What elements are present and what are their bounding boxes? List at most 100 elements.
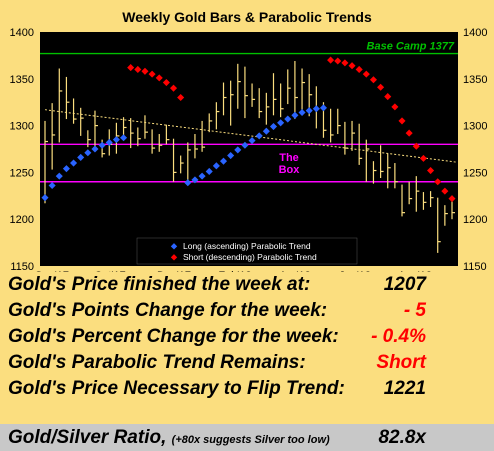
long-dot [98,141,106,149]
long-dot [255,132,263,140]
base-camp-label: Base Camp 1377 [367,41,455,53]
short-dot [141,67,149,75]
long-dot [112,136,120,144]
stat-value: 1221 [383,378,426,399]
ratio-label-text: Gold/Silver Ratio, [8,427,167,448]
short-dot [327,56,335,64]
y-tick-label-left: 1150 [10,261,34,272]
long-dot [227,152,235,160]
stat-row-trend: Gold's Parabolic Trend Remains: Short [0,352,494,378]
chart-panel: Weekly Gold Bars & Parabolic Trends 1150 1… [9,9,488,272]
long-dot [184,179,192,187]
y-tick-label-right: 1150 [463,261,487,272]
short-dot [341,59,349,67]
stat-value: Short [376,352,426,373]
y-tick-label-right: 1300 [463,121,487,133]
long-dot [205,167,213,175]
short-dot [441,187,449,195]
y-tick-label-left: 1200 [10,214,34,226]
long-dot [241,141,249,149]
long-dot [77,153,85,161]
y-tick-label-right: 1200 [463,214,487,226]
downtrend-line [44,109,457,163]
stat-label: Gold's Price finished the week at: [8,274,311,295]
x-tick-label: Jun'18 [339,270,371,272]
short-dot [405,129,413,137]
y-tick-label-right: 1350 [463,74,487,86]
stat-label: Gold's Price Necessary to Flip Trend: [8,378,345,399]
short-dot [127,64,135,72]
gold-chart: Weekly Gold Bars & Parabolic Trends 1150 1… [10,9,488,272]
legend-long-marker [170,243,178,250]
short-dot [155,74,163,82]
long-dot [298,108,306,117]
box-label-line2: Box [279,164,301,176]
short-dot [412,142,420,150]
long-dot [219,157,228,165]
ratio-label: Gold/Silver Ratio, (+80x suggests Silver… [8,427,330,449]
long-dot [305,107,313,115]
long-dot [262,127,270,135]
short-dot [398,117,406,125]
stat-row-points-change: Gold's Points Change for the week: - 5 [0,300,494,326]
short-dot [384,93,392,101]
stat-value: - 5 [403,300,426,321]
y-tick-label-left: 1250 [10,167,34,179]
long-dot [41,194,49,202]
ratio-note: (+80x suggests Silver too low) [171,434,330,446]
long-dot [84,149,92,157]
short-dot [355,65,363,73]
short-dot [419,154,427,162]
long-dot [48,181,56,190]
x-tick-label: Dec'17 [157,270,191,272]
long-dot [234,146,242,154]
ratio-value: 82.8x [378,427,426,448]
short-dot [369,76,377,84]
short-dot [434,178,442,186]
long-dot [269,123,278,131]
long-dot [277,119,285,127]
long-dot [120,134,128,142]
long-dot [91,145,99,153]
short-dot [391,103,399,111]
short-dot [334,57,342,65]
stat-value: - 0.4% [371,326,426,347]
x-tick-label: Aug'18 [398,270,432,272]
short-dot [348,62,356,70]
short-dot [148,70,156,78]
x-tick-label: Oct'17 [94,270,125,272]
long-dot [191,176,199,184]
x-tick-label: Sep'17 [35,270,69,272]
stat-label: Gold's Points Change for the week: [8,300,328,321]
long-dot [55,172,63,180]
short-dot [427,166,435,175]
stat-value: 1207 [383,274,426,295]
stat-row-percent-change: Gold's Percent Change for the week: - 0.… [0,326,494,352]
long-dot [291,111,299,119]
stat-label: Gold's Percent Change for the week: [8,326,339,347]
y-tick-label-right: 1400 [463,27,487,39]
stat-row-price: Gold's Price finished the week at: 1207 [0,274,494,300]
y-tick-label-left: 1400 [10,27,34,39]
short-dot [362,70,370,78]
long-dot [70,159,78,167]
chart-title: Weekly Gold Bars & Parabolic Trends [122,9,372,25]
legend-long-label: Long (ascending) Parabolic Trend [183,241,311,251]
short-dot [448,195,456,203]
short-dot [134,65,142,73]
short-dot [162,79,170,87]
long-dot [248,137,256,145]
ratio-row: Gold/Silver Ratio, (+80x suggests Silver… [0,424,494,451]
y-tick-label-right: 1250 [463,167,487,179]
short-dot [177,93,185,102]
long-dot [198,172,206,180]
stat-label: Gold's Parabolic Trend Remains: [8,352,306,373]
x-tick-label: Feb'18 [218,270,251,272]
legend-short-label: Short (descending) Parabolic Trend [183,252,317,262]
long-dot [62,165,70,173]
y-tick-label-left: 1350 [10,74,34,86]
long-dot [312,105,320,113]
box-label-line1: The [279,152,299,164]
legend-short-marker [170,254,178,261]
stat-row-flip-price: Gold's Price Necessary to Flip Trend: 12… [0,378,494,404]
